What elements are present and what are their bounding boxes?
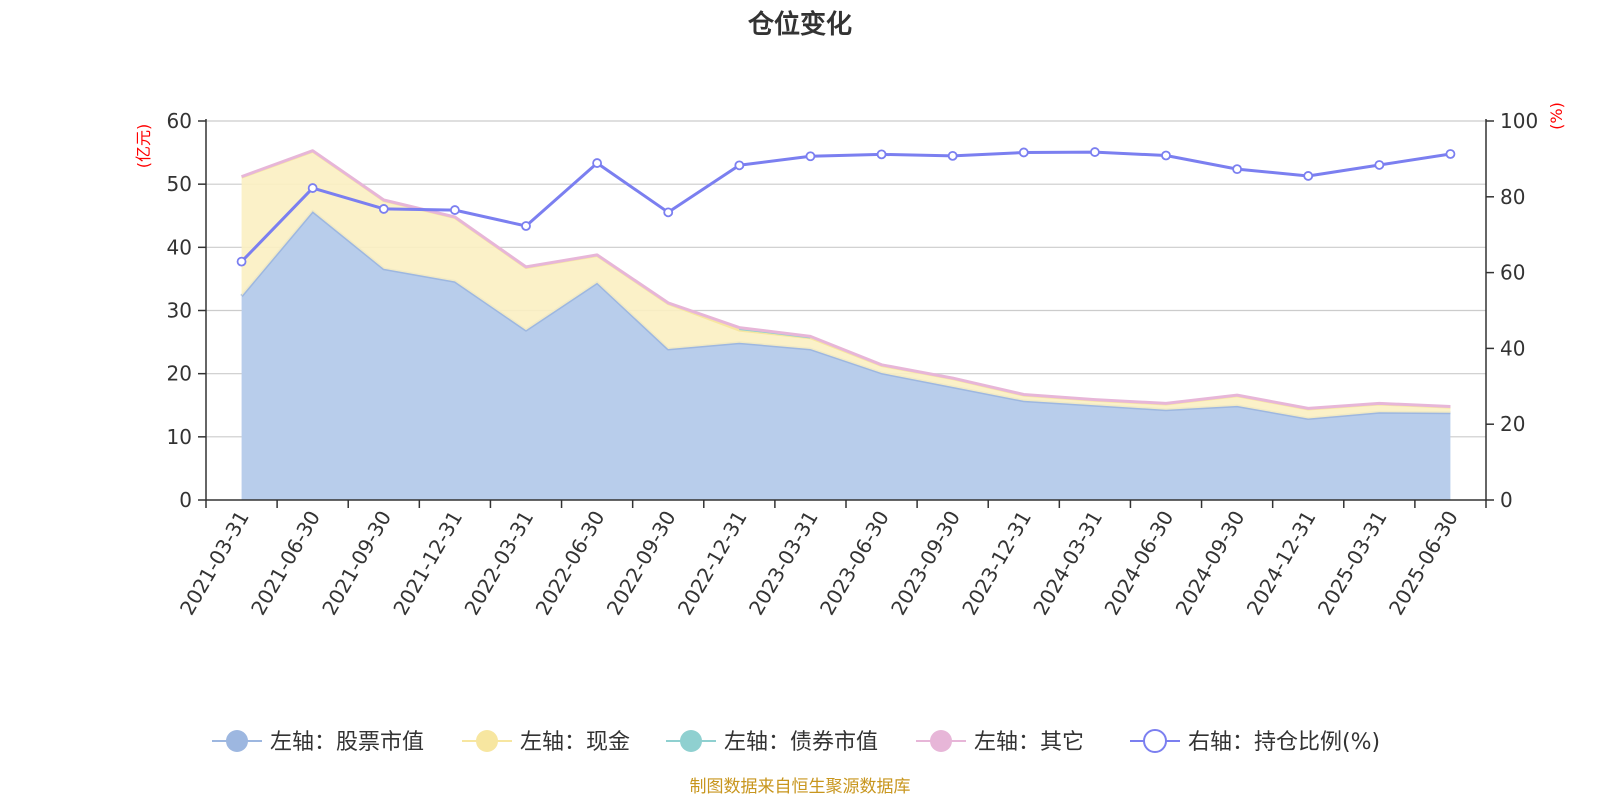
x-axis-tick-label: 2023-06-30 bbox=[815, 507, 894, 620]
data-source-note: 制图数据来自恒生聚源数据库 bbox=[690, 777, 911, 797]
ratio-point bbox=[1303, 171, 1314, 181]
legend-label: 左轴：债券市值 bbox=[724, 730, 878, 755]
x-axis-tick-label: 2023-12-31 bbox=[957, 507, 1036, 620]
left-axis-tick-label: 20 bbox=[167, 362, 192, 386]
left-axis-tick-label: 0 bbox=[179, 488, 192, 512]
ratio-point bbox=[378, 204, 389, 214]
left-axis-tick-label: 10 bbox=[167, 425, 192, 449]
ratio-point bbox=[236, 256, 247, 267]
right-axis-tick-label: 80 bbox=[1500, 185, 1525, 209]
chart-title: 仓位变化 bbox=[747, 9, 852, 40]
ratio-point bbox=[1232, 164, 1243, 175]
x-axis-tick-label: 2024-03-31 bbox=[1028, 507, 1107, 620]
series-1-area bbox=[241, 151, 1451, 419]
x-axis-tick-label: 2022-09-30 bbox=[602, 507, 681, 620]
ratio-point bbox=[1445, 149, 1456, 159]
stacked-areas bbox=[240, 149, 1451, 501]
ratio-point bbox=[1018, 147, 1029, 158]
ratio-line bbox=[236, 147, 1456, 267]
ratio-point bbox=[592, 158, 603, 168]
ratio-point bbox=[947, 150, 958, 161]
x-axis-tick-label: 2021-09-30 bbox=[317, 507, 396, 620]
legend-marker bbox=[930, 730, 952, 752]
x-axis-tick-label: 2024-06-30 bbox=[1099, 507, 1178, 620]
legend-label: 左轴：股票市值 bbox=[270, 730, 424, 755]
ratio-point bbox=[805, 151, 816, 162]
x-axis-tick-label: 2021-03-31 bbox=[175, 507, 254, 620]
right-axis-tick-label: 100 bbox=[1500, 109, 1538, 133]
legend: 左轴：股票市值 左轴：现金 左轴：债券市值 左轴：其它 右轴：持仓比例(%) bbox=[212, 729, 1380, 755]
right-axis-tick-label: 20 bbox=[1500, 412, 1525, 436]
x-axis-tick-label: 2023-09-30 bbox=[886, 507, 965, 620]
left-axis-tick-label: 50 bbox=[167, 172, 192, 196]
x-axis-tick-label: 2022-12-31 bbox=[673, 507, 752, 620]
left-axis-tick-label: 60 bbox=[167, 109, 192, 133]
right-axis-tick-label: 0 bbox=[1500, 488, 1513, 512]
ratio-point bbox=[1089, 147, 1100, 157]
x-axis-tick-label: 2025-06-30 bbox=[1384, 507, 1463, 620]
series-3-line bbox=[241, 149, 1451, 410]
x-axis-tick-label: 2021-06-30 bbox=[246, 507, 325, 620]
x-axis-tick-label: 2025-03-31 bbox=[1313, 507, 1392, 620]
x-axis-tick-label: 2023-03-31 bbox=[744, 507, 823, 620]
legend-label: 右轴：持仓比例(%) bbox=[1188, 730, 1380, 755]
x-axis-tick-label: 2022-06-30 bbox=[531, 507, 610, 620]
left-axis-tick-label: 40 bbox=[167, 235, 192, 259]
left-axis-tick-label: 30 bbox=[167, 299, 192, 323]
right-axis-unit: (%) bbox=[1547, 102, 1566, 130]
left-axis-unit: (亿元) bbox=[134, 124, 153, 169]
legend-marker bbox=[1143, 729, 1167, 753]
ratio-point bbox=[521, 221, 531, 231]
ratio-point bbox=[734, 160, 745, 171]
ratio-series-line bbox=[240, 150, 1451, 263]
ratio-point bbox=[1374, 160, 1385, 170]
ratio-point bbox=[307, 183, 318, 193]
x-axis-tick-label: 2022-03-31 bbox=[459, 507, 538, 620]
legend-marker bbox=[680, 730, 702, 752]
legend-label: 左轴：现金 bbox=[520, 730, 630, 755]
ratio-point bbox=[449, 205, 460, 215]
ratio-point bbox=[876, 149, 887, 160]
x-axis-tick-label: 2024-12-31 bbox=[1242, 507, 1321, 620]
ratio-point bbox=[1161, 150, 1171, 161]
series-0-area bbox=[241, 211, 1451, 501]
x-axis-tick-label: 2024-09-30 bbox=[1171, 507, 1250, 620]
x-axis-tick-label: 2021-12-31 bbox=[388, 507, 467, 620]
right-axis-tick-label: 40 bbox=[1500, 336, 1525, 360]
ratio-point bbox=[663, 207, 674, 218]
right-axis-tick-label: 60 bbox=[1500, 261, 1525, 285]
legend-marker bbox=[226, 730, 248, 752]
legend-label: 左轴：其它 bbox=[974, 730, 1084, 755]
legend-marker bbox=[476, 730, 498, 752]
